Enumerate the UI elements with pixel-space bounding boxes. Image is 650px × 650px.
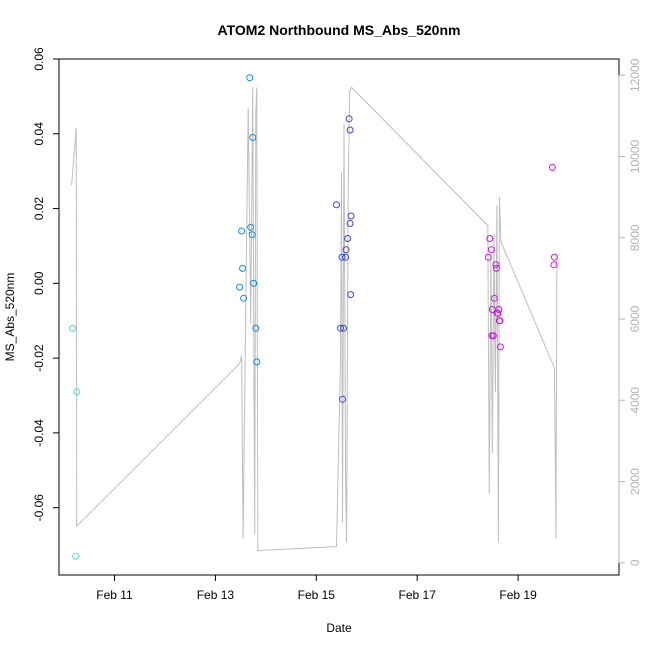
x-axis: Feb 11 Feb 13 Feb 15 Feb 17 Feb 19 <box>96 575 537 602</box>
x-tick-label: Feb 11 <box>96 588 133 602</box>
x-tick-label: Feb 13 <box>197 588 235 602</box>
data-point <box>337 324 344 332</box>
data-point <box>550 261 558 269</box>
y2-tick-label: 0 <box>628 559 642 566</box>
data-point <box>253 358 261 366</box>
y-axis-left: -0.06 -0.04 -0.02 0.00 0.02 0.04 0.06 <box>32 47 59 521</box>
data-point <box>550 253 558 261</box>
y-axis-right: 0 2000 4000 6000 8000 10000 12000 <box>618 58 642 566</box>
y-tick-label: -0.02 <box>32 344 46 372</box>
data-point <box>484 253 492 261</box>
data-point <box>340 324 347 332</box>
secondary-series-line <box>71 86 558 552</box>
y2-tick-label: 4000 <box>628 387 642 414</box>
data-point <box>347 291 355 299</box>
y2-tick-label: 2000 <box>628 468 642 495</box>
data-point <box>240 294 248 302</box>
y-tick-label: 0.06 <box>32 47 46 71</box>
data-point <box>246 74 254 82</box>
data-point <box>236 283 244 291</box>
data-point <box>342 246 350 254</box>
data-point <box>490 294 498 302</box>
scatter-points <box>69 74 558 560</box>
y-tick-label: -0.06 <box>32 494 46 522</box>
data-point <box>492 264 500 272</box>
y2-tick-label: 12000 <box>628 58 642 92</box>
data-point <box>248 231 256 239</box>
y2-tick-label: 6000 <box>628 305 642 332</box>
data-point <box>73 388 81 396</box>
y2-tick-label: 10000 <box>628 139 642 173</box>
data-point <box>492 261 500 269</box>
data-point <box>344 235 352 242</box>
data-point <box>346 220 354 227</box>
data-point <box>250 279 258 287</box>
data-point <box>548 163 556 171</box>
y2-tick-label: 8000 <box>628 224 642 251</box>
y-tick-label: -0.04 <box>32 419 46 447</box>
data-point <box>487 246 495 254</box>
chart-title: ATOM2 Northbound MS_Abs_520nm <box>218 22 461 38</box>
data-point <box>72 552 80 560</box>
y-tick-label: 0.02 <box>32 197 46 221</box>
x-tick-label: Feb 17 <box>399 588 437 602</box>
y-tick-label: 0.04 <box>32 122 46 146</box>
data-point <box>489 332 497 340</box>
data-point <box>496 317 504 325</box>
data-point <box>486 235 494 242</box>
data-point <box>345 115 353 123</box>
data-point <box>495 306 503 313</box>
x-tick-label: Feb 15 <box>298 588 336 602</box>
data-point <box>252 324 260 332</box>
y-axis-label: MS_Abs_520nm <box>3 273 17 362</box>
data-point <box>342 253 350 261</box>
plot-frame <box>58 58 620 576</box>
data-point <box>496 343 504 351</box>
data-point <box>346 126 354 134</box>
data-point <box>333 201 340 209</box>
data-point <box>347 212 355 220</box>
data-point <box>247 223 255 231</box>
data-point <box>339 395 346 403</box>
data-point <box>493 309 501 317</box>
x-axis-label: Date <box>326 621 352 635</box>
series-line <box>71 86 558 552</box>
data-point <box>238 227 246 235</box>
data-point <box>338 253 346 261</box>
data-point <box>249 134 257 141</box>
y-tick-label: 0.00 <box>32 271 46 295</box>
x-tick-label: Feb 19 <box>499 588 537 602</box>
data-point <box>69 324 77 332</box>
data-point <box>239 264 247 272</box>
